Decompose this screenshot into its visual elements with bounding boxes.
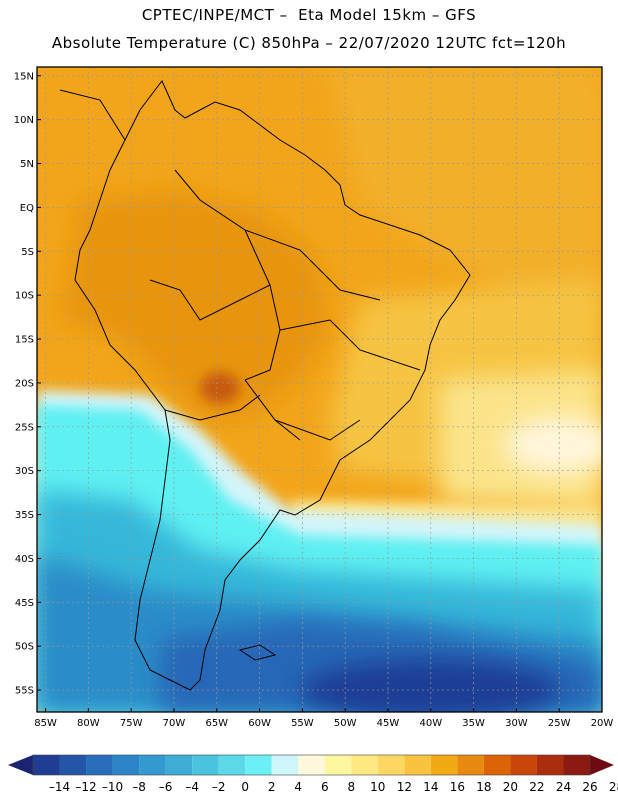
- lon-label: 40W: [419, 718, 442, 729]
- colorbar-swatch: [483, 755, 511, 775]
- coastlines: [59, 80, 471, 691]
- colorbar-tick-label: –8: [132, 780, 146, 794]
- colorbar-tick-label: –14: [49, 780, 70, 794]
- colorbar-frame: [32, 754, 591, 776]
- colorbar-swatch: [86, 755, 113, 775]
- lat-label: 10N: [14, 115, 34, 126]
- lon-label: 35W: [462, 718, 485, 729]
- colorbar-swatch: [218, 755, 246, 775]
- lon-label: 85W: [34, 718, 57, 729]
- colorbar-swatch: [536, 755, 564, 775]
- colorbar-tick-label: 6: [321, 780, 329, 794]
- lon-label: 80W: [77, 718, 100, 729]
- temperature-map: 15N 10N 5N EQ 5S 10S 15S 20S 25S 30S 35S 40S 45S 50S 5…: [14, 66, 613, 729]
- colorbar-tick-label: –4: [185, 780, 199, 794]
- colorbar-swatch: [404, 755, 431, 775]
- latitude-labels: 15N 10N 5N EQ 5S 10S 15S 20S 25S 30S 35S 40S 45S 50S 5…: [14, 71, 41, 697]
- colorbar-tick-label: 0: [241, 780, 249, 794]
- colorbar-tick-label: 18: [476, 780, 491, 794]
- colorbar-tick-label: 4: [294, 780, 302, 794]
- lat-label: 40S: [15, 554, 34, 565]
- colorbar-tick-label: 12: [397, 780, 412, 794]
- colorbar-swatch: [165, 755, 193, 775]
- lat-label: 50S: [15, 642, 34, 653]
- lon-label: 75W: [120, 718, 143, 729]
- colorbar-tick-label: –6: [159, 780, 173, 794]
- map-subtitle: Absolute Temperature (C) 850hPa – 22/07/…: [51, 34, 567, 52]
- colorbar-swatch: [430, 755, 458, 775]
- lon-label: 50W: [334, 718, 357, 729]
- lon-label: 30W: [505, 718, 528, 729]
- lat-label: 30S: [15, 466, 34, 477]
- colorbar-swatch: [33, 755, 60, 775]
- lat-label: 35S: [15, 510, 34, 521]
- colorbar-tick-label: 22: [529, 780, 544, 794]
- lon-label: 25W: [548, 718, 571, 729]
- colorbar: –14 –12 –10 –8 –6 –4 –2 0 2 4 6 8 10 12 14 16 18 20 22 24 26…: [8, 754, 618, 794]
- colorbar-tick-label: 16: [450, 780, 465, 794]
- lat-label: 10S: [15, 291, 34, 302]
- lon-label: 65W: [205, 718, 228, 729]
- lat-lon-grid: [37, 67, 603, 712]
- lat-label: 5N: [20, 159, 34, 170]
- colorbar-tick-label: 8: [347, 780, 355, 794]
- lat-label: 20S: [15, 378, 34, 389]
- lon-label: 70W: [163, 718, 186, 729]
- colorbar-swatch: [563, 755, 590, 775]
- colorbar-tick-label: 26: [582, 780, 597, 794]
- colorbar-swatch: [298, 755, 325, 775]
- lon-label: 45W: [377, 718, 400, 729]
- colorbar-swatch: [245, 755, 272, 775]
- lat-label: 5S: [21, 247, 34, 258]
- colorbar-tick-label: 28: [609, 780, 618, 794]
- lat-label: 15S: [15, 335, 34, 346]
- colorbar-swatch: [271, 755, 299, 775]
- lon-label: 20W: [591, 718, 614, 729]
- lon-label: 55W: [291, 718, 314, 729]
- colorbar-swatch: [324, 755, 352, 775]
- lat-label: 25S: [15, 422, 34, 433]
- temperature-field: [37, 67, 602, 712]
- colorbar-tick-label: –2: [212, 780, 226, 794]
- colorbar-tick-label: 20: [503, 780, 518, 794]
- colorbar-swatch: [510, 755, 537, 775]
- lat-label: 45S: [15, 598, 34, 609]
- colorbar-tick-label: –10: [102, 780, 123, 794]
- colorbar-swatch: [139, 755, 166, 775]
- colorbar-over-triangle: [590, 755, 614, 775]
- colorbar-tick-label: 14: [423, 780, 438, 794]
- colorbar-under-triangle: [8, 755, 33, 775]
- colorbar-tick-label: –12: [75, 780, 96, 794]
- lat-label: 15N: [14, 71, 34, 82]
- colorbar-swatch: [377, 755, 405, 775]
- colorbar-swatch: [59, 755, 87, 775]
- colorbar-swatch: [457, 755, 484, 775]
- colorbar-swatch: [351, 755, 378, 775]
- colorbar-tick-label: 2: [268, 780, 276, 794]
- map-title: CPTEC/INPE/MCT – Eta Model 15km – GFS: [141, 6, 477, 24]
- colorbar-tick-label: 10: [370, 780, 385, 794]
- lon-label: 60W: [248, 718, 271, 729]
- lat-label: EQ: [20, 203, 34, 214]
- colorbar-swatch: [192, 755, 219, 775]
- colorbar-tick-label: 24: [556, 780, 571, 794]
- map-frame: [36, 66, 603, 713]
- colorbar-swatch: [112, 755, 140, 775]
- longitude-labels: 85W 80W 75W 70W 65W 60W 55W 50W 45W 40W 35W 30W 25W 2…: [34, 708, 613, 729]
- lat-label: 55S: [15, 686, 34, 697]
